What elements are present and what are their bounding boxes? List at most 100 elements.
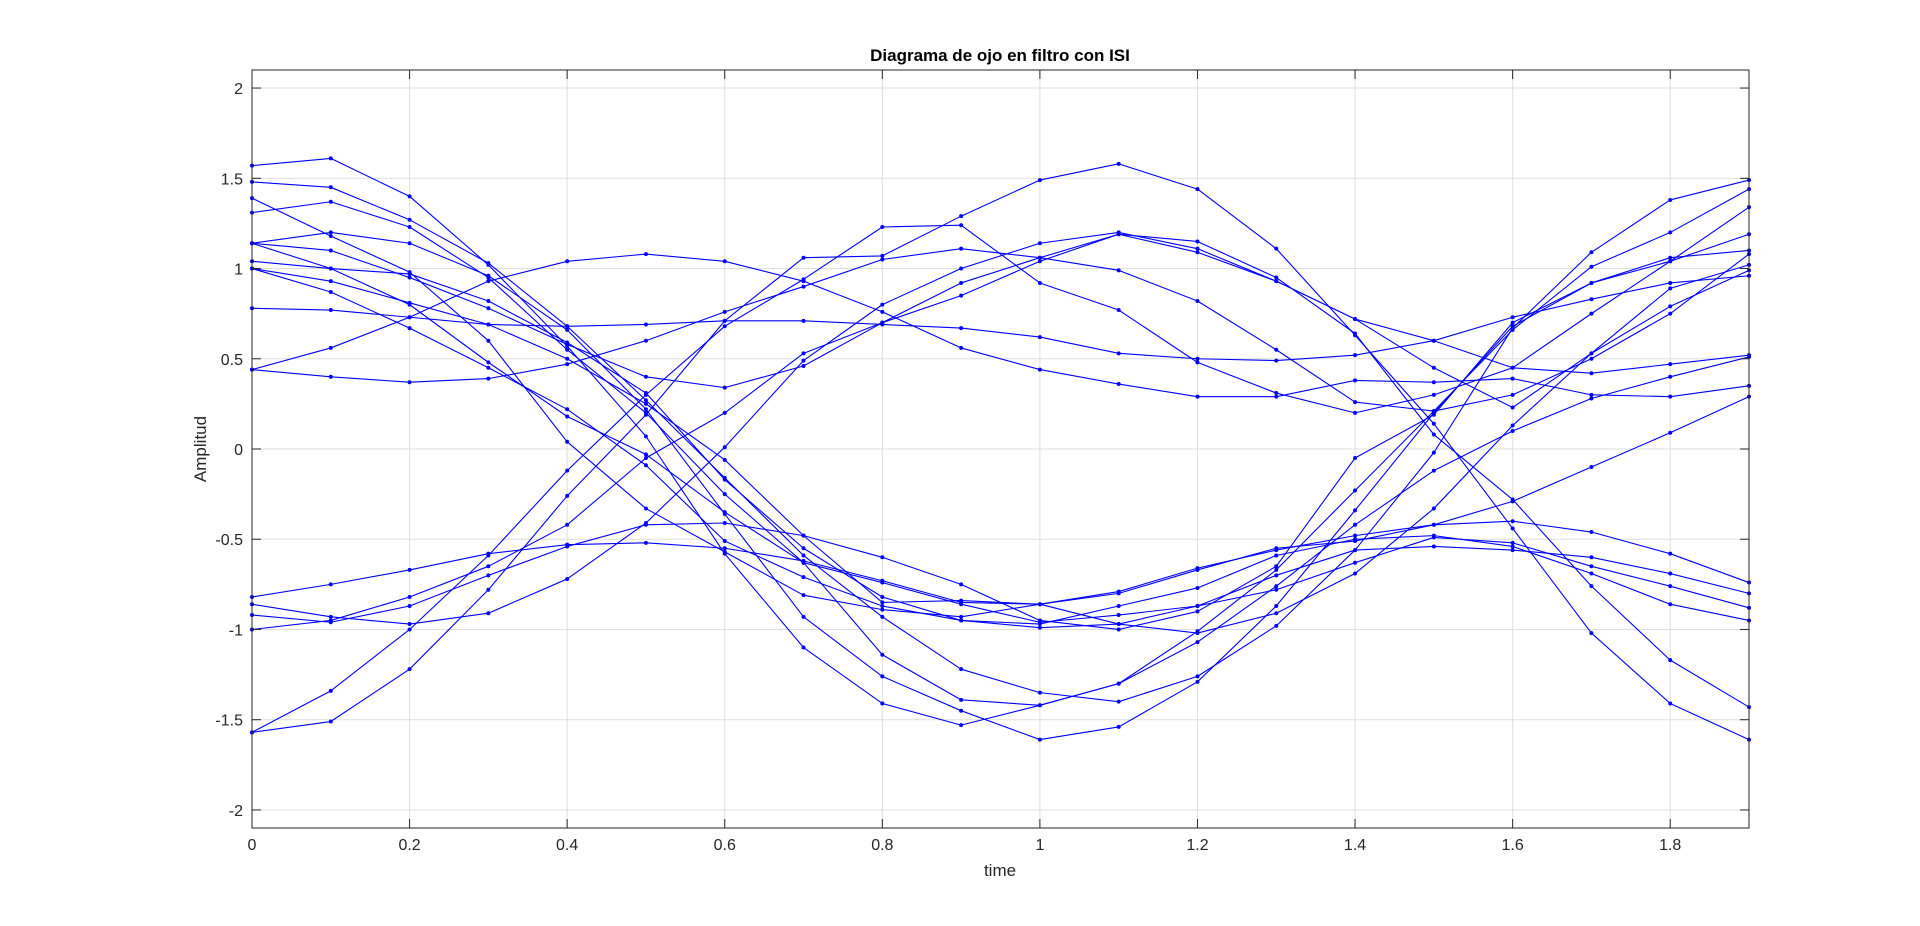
data-point bbox=[1431, 506, 1436, 511]
data-point bbox=[722, 457, 727, 462]
y-tick-label: -0.5 bbox=[215, 532, 243, 549]
data-point bbox=[1353, 400, 1358, 405]
data-point bbox=[722, 510, 727, 515]
data-point bbox=[328, 345, 333, 350]
data-point bbox=[722, 549, 727, 554]
data-point bbox=[407, 604, 412, 609]
series-line bbox=[251, 253, 1750, 398]
data-point bbox=[801, 358, 806, 363]
data-point bbox=[328, 248, 333, 253]
data-point bbox=[1274, 391, 1279, 396]
data-point bbox=[486, 611, 491, 616]
data-point bbox=[959, 614, 964, 619]
data-point bbox=[801, 558, 806, 563]
data-point bbox=[1037, 737, 1042, 742]
data-point bbox=[880, 701, 885, 706]
data-point bbox=[1274, 279, 1279, 284]
data-point bbox=[1589, 280, 1594, 285]
data-point bbox=[959, 697, 964, 702]
data-point bbox=[1274, 611, 1279, 616]
series-trace-18 bbox=[250, 205, 1751, 735]
data-point bbox=[959, 293, 964, 298]
data-point bbox=[1037, 622, 1042, 627]
data-point bbox=[1510, 327, 1515, 332]
data-point bbox=[486, 587, 491, 592]
data-point bbox=[1353, 488, 1358, 493]
data-point bbox=[1668, 311, 1673, 316]
data-point bbox=[486, 279, 491, 284]
data-point bbox=[643, 392, 648, 397]
data-point bbox=[880, 607, 885, 612]
data-point bbox=[880, 320, 885, 325]
data-point bbox=[959, 708, 964, 713]
data-point bbox=[801, 255, 806, 260]
data-point bbox=[643, 374, 648, 379]
data-point bbox=[1037, 703, 1042, 708]
data-point bbox=[328, 230, 333, 235]
data-point bbox=[880, 555, 885, 560]
x-tick-label: 1.2 bbox=[1186, 837, 1208, 854]
data-point bbox=[1274, 567, 1279, 572]
chart-title: Diagrama de ojo en filtro con ISI bbox=[870, 46, 1130, 65]
data-point bbox=[1037, 241, 1042, 246]
data-point bbox=[1274, 275, 1279, 280]
y-tick-label: 0.5 bbox=[221, 352, 243, 369]
data-point bbox=[1589, 311, 1594, 316]
data-point bbox=[722, 539, 727, 544]
data-point bbox=[722, 309, 727, 314]
data-point bbox=[1589, 555, 1594, 560]
data-point bbox=[1195, 246, 1200, 251]
data-point bbox=[1116, 382, 1121, 387]
data-point bbox=[565, 347, 570, 352]
data-point bbox=[1037, 255, 1042, 260]
data-point bbox=[407, 326, 412, 331]
data-point bbox=[328, 719, 333, 724]
data-point bbox=[1195, 609, 1200, 614]
data-point bbox=[801, 351, 806, 356]
series-group bbox=[250, 156, 1751, 742]
data-point bbox=[1589, 264, 1594, 269]
data-point bbox=[1274, 564, 1279, 569]
data-point bbox=[1510, 423, 1515, 428]
data-point bbox=[643, 412, 648, 417]
data-point bbox=[1668, 259, 1673, 264]
data-point bbox=[486, 365, 491, 370]
data-point bbox=[801, 553, 806, 558]
data-point bbox=[880, 309, 885, 314]
x-tick-label: 1.8 bbox=[1659, 837, 1681, 854]
data-point bbox=[1116, 232, 1121, 237]
data-point bbox=[801, 533, 806, 538]
data-point bbox=[1431, 533, 1436, 538]
data-point bbox=[1668, 374, 1673, 379]
data-point bbox=[1510, 499, 1515, 504]
series-line bbox=[251, 231, 1750, 741]
x-tick-label: 0.6 bbox=[714, 837, 736, 854]
data-point bbox=[1195, 679, 1200, 684]
y-tick-label: 0 bbox=[234, 442, 243, 459]
x-tick-label: 1.6 bbox=[1502, 837, 1524, 854]
data-point bbox=[1668, 304, 1673, 309]
data-point bbox=[643, 401, 648, 406]
data-point bbox=[722, 520, 727, 525]
data-point bbox=[328, 185, 333, 190]
data-point bbox=[959, 723, 964, 728]
data-point bbox=[801, 593, 806, 598]
data-point bbox=[1116, 308, 1121, 313]
data-point bbox=[565, 259, 570, 264]
data-point bbox=[1668, 701, 1673, 706]
data-point bbox=[1668, 394, 1673, 399]
data-point bbox=[1589, 356, 1594, 361]
series-line bbox=[251, 248, 1750, 412]
data-point bbox=[1116, 268, 1121, 273]
data-point bbox=[1195, 187, 1200, 192]
data-point bbox=[1116, 161, 1121, 166]
data-point bbox=[722, 259, 727, 264]
data-point bbox=[328, 308, 333, 313]
data-point bbox=[1037, 178, 1042, 183]
data-point bbox=[1510, 365, 1515, 370]
data-point bbox=[486, 360, 491, 365]
data-point bbox=[1195, 356, 1200, 361]
data-point bbox=[880, 600, 885, 605]
data-point bbox=[1274, 587, 1279, 592]
